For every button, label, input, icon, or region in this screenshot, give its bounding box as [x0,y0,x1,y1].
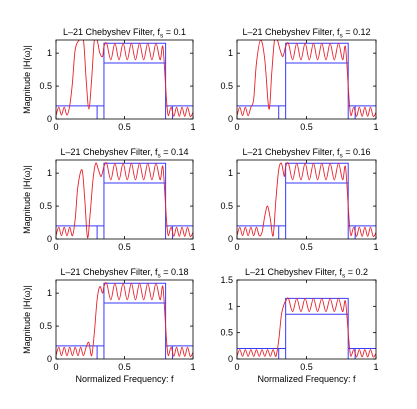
y-tick-label: 0 [228,354,233,364]
x-tick-label: 0 [234,362,239,372]
spec-mask-line [56,42,193,119]
response-curve [56,40,193,117]
y-tick-label: 0 [47,114,52,124]
x-tick-label: 0 [234,122,239,132]
plot-area [237,162,376,239]
x-tick-label: 1 [190,242,195,252]
spec-mask-line [56,282,193,359]
x-tick-label: 0 [53,122,58,132]
y-axis-label: Magnitude |H(ω)| [22,45,32,114]
y-tick-label: 0 [47,354,52,364]
x-tick-label: 0 [234,242,239,252]
spec-mask-line [237,297,376,359]
response-curve [56,162,193,239]
x-tick-label: 0.5 [118,242,131,252]
chart-panel-1: L–21 Chebyshev Filter, fs = 0.1 0 0.5 1 0 0.5… [22,27,196,132]
plot-area [237,297,376,359]
y-tick-label: 0.5 [220,201,233,211]
chart-title: L–21 Chebyshev Filter, fs = 0.2 [245,267,368,280]
x-tick-label: 0.5 [300,242,313,252]
x-tick-label: 1 [373,242,378,252]
response-curve [237,162,376,237]
y-tick-label: 1 [47,168,52,178]
chart-panel-2: L–21 Chebyshev Filter, fs = 0.12 0 0.5 1 0 0.… [220,27,378,132]
y-tick-label: 0.5 [220,81,233,91]
plot-area [237,40,376,119]
y-tick-label: 1 [228,301,233,311]
spec-mask-line [237,162,376,239]
response-curve [237,40,376,117]
x-tick-label: 0 [53,362,58,372]
y-tick-label: 1 [228,168,233,178]
y-axis-label: Magnitude |H(ω)| [22,165,32,234]
chart-panel-4: L–21 Chebyshev Filter, fs = 0.16 0 0.5 1 0 0.… [220,147,378,252]
chart-title: L–21 Chebyshev Filter, fs = 0.16 [242,147,370,160]
response-curve [237,297,376,358]
plot-area [56,282,193,359]
x-tick-label: 1 [190,122,195,132]
x-tick-label: 0.5 [118,122,131,132]
chart-title: L–21 Chebyshev Filter, fs = 0.14 [60,147,188,160]
x-tick-label: 1 [373,362,378,372]
chart-panel-6: L–21 Chebyshev Filter, fs = 0.2 0 0.5 1 0 0.5… [220,267,378,384]
x-axis-label: Normalized Frequency: f [75,374,174,384]
y-tick-label: 0 [228,234,233,244]
x-axis-label: Normalized Frequency: f [257,374,356,384]
chart-title: L–21 Chebyshev Filter, fs = 0.12 [242,27,370,40]
y-tick-label: 1 [47,48,52,58]
spec-mask-line [237,42,376,119]
y-axis-label: Magnitude |H(ω)| [22,285,32,354]
x-tick-label: 0.5 [300,122,313,132]
y-tick-label: 0 [47,234,52,244]
y-tick-label: 1.5 [220,275,233,285]
chart-title: L–21 Chebyshev Filter, fs = 0.1 [63,27,186,40]
plot-area [56,40,193,119]
plot-area [56,162,193,239]
x-tick-label: 0.5 [118,362,131,372]
x-tick-label: 1 [190,362,195,372]
y-tick-label: 0.5 [220,328,233,338]
y-tick-label: 1 [228,48,233,58]
y-tick-label: 0.5 [39,201,52,211]
x-tick-label: 0.5 [300,362,313,372]
spec-mask-line [56,162,193,239]
y-tick-label: 0.5 [39,81,52,91]
x-tick-label: 0 [53,242,58,252]
y-tick-label: 1 [47,288,52,298]
chart-panel-5: L–21 Chebyshev Filter, fs = 0.18 0 0.5 1 0 0.… [22,267,196,384]
y-tick-label: 0.5 [39,321,52,331]
response-curve [56,282,193,357]
chart-title: L–21 Chebyshev Filter, fs = 0.18 [60,267,188,280]
axes-frame [236,279,377,360]
x-tick-label: 1 [373,122,378,132]
y-tick-label: 0 [228,114,233,124]
chart-panel-3: L–21 Chebyshev Filter, fs = 0.14 0 0.5 1 0 0.… [22,147,196,252]
